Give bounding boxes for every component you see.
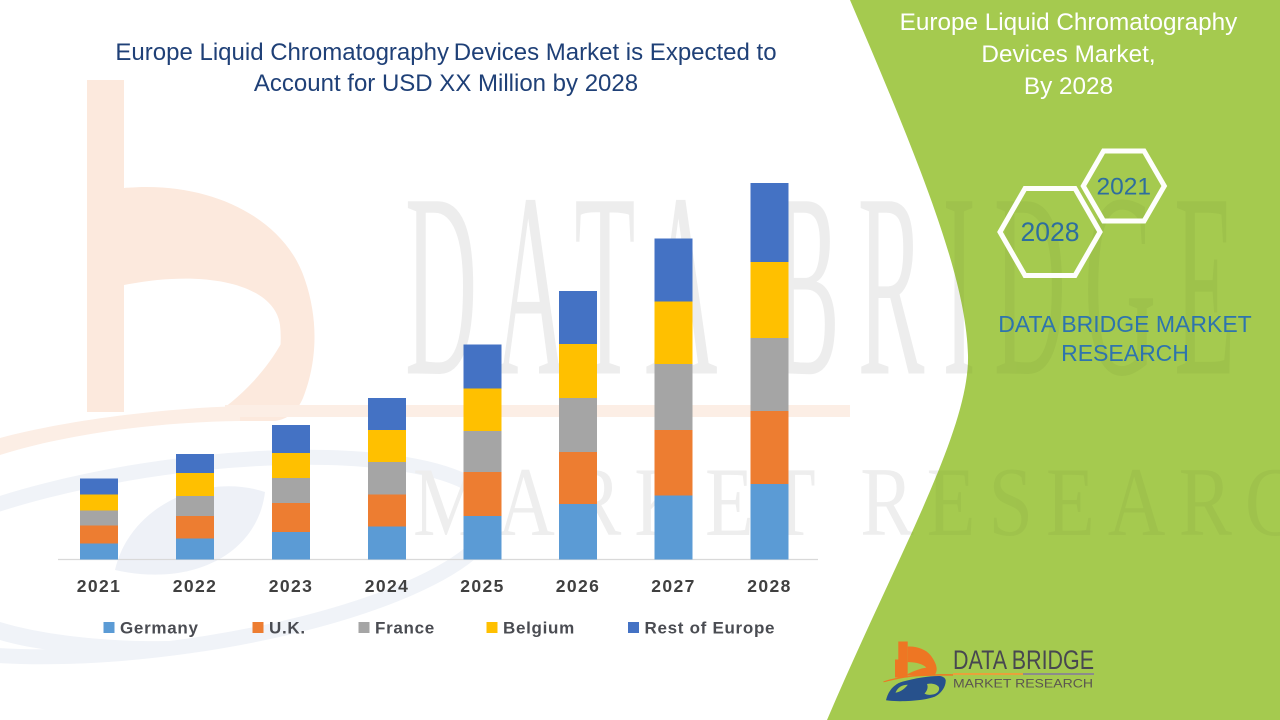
svg-text:2027: 2027 — [651, 576, 696, 596]
svg-text:2022: 2022 — [173, 576, 218, 596]
svg-text:DATA BRIDGE: DATA BRIDGE — [953, 645, 1094, 675]
svg-text:2025: 2025 — [460, 576, 505, 596]
svg-text:2028: 2028 — [1021, 217, 1080, 247]
svg-text:2021: 2021 — [1097, 174, 1152, 201]
svg-text:2028: 2028 — [747, 576, 792, 596]
svg-text:France: France — [375, 619, 435, 638]
svg-text:2023: 2023 — [269, 576, 314, 596]
svg-text:U.K.: U.K. — [269, 619, 306, 638]
svg-text:Germany: Germany — [120, 619, 199, 638]
svg-text:2026: 2026 — [556, 576, 601, 596]
svg-text:2024: 2024 — [365, 576, 410, 596]
svg-text:2021: 2021 — [77, 576, 122, 596]
svg-text:MARKET RESEARCH: MARKET RESEARCH — [953, 679, 1093, 691]
svg-text:Rest of Europe: Rest of Europe — [645, 619, 776, 638]
svg-text:Belgium: Belgium — [503, 619, 575, 638]
